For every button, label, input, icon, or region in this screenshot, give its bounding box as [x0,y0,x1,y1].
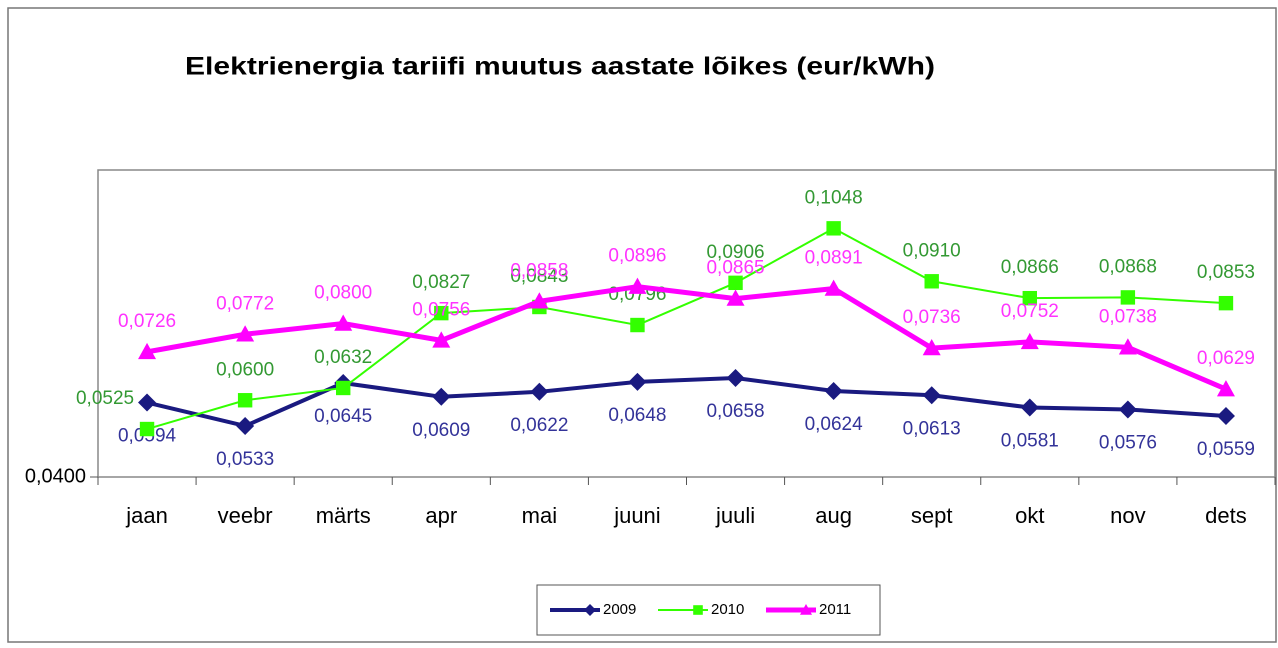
x-tick-label: dets [1205,503,1247,528]
data-label: 0,0645 [314,406,372,427]
legend-label: 2011 [819,601,851,618]
legend-label: 2010 [711,601,744,618]
marker [1118,338,1137,355]
marker [434,305,449,321]
data-label: 0,0906 [706,242,764,263]
series-line [146,284,1227,392]
marker [530,292,549,309]
marker [1020,332,1039,350]
y-tick-label: 0,0400 [25,465,86,487]
marker [1022,290,1037,306]
data-label: 0,0752 [1001,301,1059,322]
marker [824,279,843,296]
marker [432,387,451,406]
marker [726,289,745,306]
data-label: 0,0800 [314,283,372,304]
data-label: 0,0756 [412,299,470,320]
marker [800,604,812,615]
data-label: 0,0624 [805,414,864,435]
data-label: 0,0622 [510,415,568,436]
series-line [146,227,1227,430]
marker [824,382,843,401]
marker [432,331,451,348]
x-tick-label: juuli [715,503,755,528]
data-label: 0,0866 [1001,257,1059,278]
marker [1020,398,1039,417]
data-label: 0,0868 [1099,256,1157,277]
data-label: 0,0736 [903,307,961,328]
x-tick-label: veebr [218,503,273,528]
marker [728,275,743,291]
marker [922,339,941,356]
data-label: 0,0613 [903,418,961,439]
marker [628,372,647,391]
data-label: 0,0533 [216,449,274,470]
marker [628,277,647,294]
data-label: 0,0632 [314,347,372,368]
marker [530,382,549,401]
marker [1216,406,1235,425]
data-label: 0,0609 [412,420,470,441]
data-label: 0,0891 [805,248,863,269]
data-label: 0,0581 [1001,431,1059,452]
x-tick-label: apr [425,503,457,528]
data-label: 0,0827 [412,272,470,293]
x-tick-label: nov [1110,503,1145,528]
marker [139,421,155,437]
data-label: 0,0738 [1099,306,1157,327]
data-label: 0,0559 [1197,439,1255,460]
marker [922,386,941,405]
marker [236,325,255,342]
legend-label: 2009 [603,601,636,618]
marker [826,221,841,236]
marker [584,604,596,616]
marker [237,393,253,408]
marker [236,416,255,435]
data-label: 0,0648 [608,405,666,426]
marker [138,393,157,412]
x-tick-label: jaan [125,503,168,528]
x-tick-label: sept [911,503,953,528]
data-label: 0,0865 [706,258,764,279]
data-label: 0,0600 [216,359,274,380]
data-label: 0,1048 [805,187,863,208]
marker [726,368,745,387]
marker [138,342,157,360]
data-label: 0,0525 [76,388,134,409]
chart-title: Elektrienergia tariifi muutus aastate lõ… [185,53,935,81]
marker [630,317,645,333]
marker [693,605,703,615]
data-label: 0,0843 [510,266,568,287]
marker [1216,380,1235,397]
data-label: 0,0772 [216,293,274,314]
data-label: 0,0658 [706,401,764,422]
marker [1218,295,1234,311]
x-tick-label: aug [815,503,852,528]
data-label: 0,0858 [510,260,568,281]
marker [336,380,351,396]
data-label: 0,0910 [903,240,961,261]
marker [334,314,353,331]
data-label: 0,0726 [118,311,176,332]
x-tick-label: mai [522,503,557,528]
marker [924,274,939,289]
x-tick-label: okt [1015,503,1044,528]
x-tick-label: juuni [613,503,660,528]
data-label: 0,0629 [1197,348,1255,369]
data-label: 0,0896 [608,246,666,267]
data-label: 0,0853 [1197,262,1255,283]
marker [1118,400,1137,419]
marker [1120,290,1136,305]
data-label: 0,0576 [1099,432,1157,453]
x-tick-label: märts [316,503,371,528]
